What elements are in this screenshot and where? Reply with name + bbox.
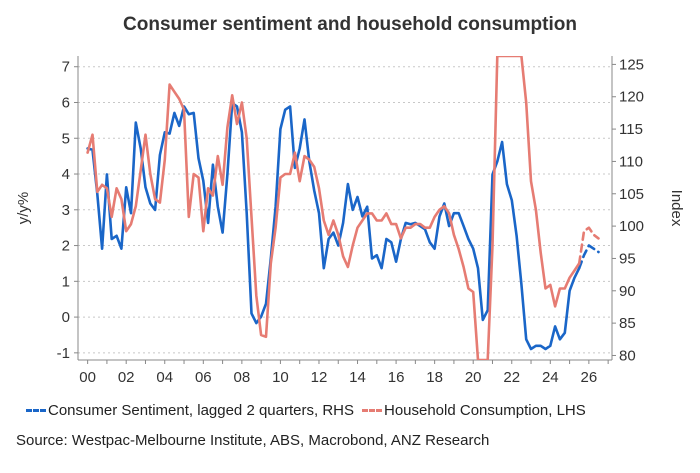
y-left-tick-label: 5 [62,130,70,147]
series-lines [86,56,600,360]
y-right-tick-label: 115 [619,121,643,138]
x-tick-label: 14 [349,369,366,386]
chart-title: Consumer sentiment and household consump… [123,14,577,35]
y-left-tick-label: 4 [62,166,70,183]
x-tick-label: 20 [465,369,482,386]
consumer-sentiment-forecast-line [577,244,600,270]
x-tick-label: 04 [156,369,173,386]
legend-label-consumer-sentiment: Consumer Sentiment, lagged 2 quarters, R… [48,402,354,419]
household-consumption-line [86,56,581,360]
legend: Consumer Sentiment, lagged 2 quarters, R… [26,402,700,419]
y-right-tick-label: 105 [619,186,644,203]
consumer-sentiment-line [86,101,581,351]
x-tick-label: 08 [234,369,251,386]
y-right-tick-label: 95 [619,250,636,267]
x-tick-label: 02 [118,369,135,386]
x-tick-label: 16 [388,369,405,386]
y-left-tick-label: 1 [62,273,70,290]
x-tick-label: 18 [426,369,443,386]
x-tick-label: 12 [311,369,328,386]
y-right-tick-label: 100 [619,218,644,235]
y-right-tick-label: 80 [619,347,636,364]
y-right-tick-label: 125 [619,56,644,73]
legend-item-household-consumption: Household Consumption, LHS [361,402,586,419]
y-axis-left-label: y/y% [15,192,32,225]
y-axis-right-label: Index [668,190,685,227]
legend-swatch-blue-icon [26,409,46,412]
x-tick-label: 26 [581,369,598,386]
y-left-tick-label: 7 [62,59,70,76]
x-tick-label: 06 [195,369,212,386]
y-left-tick-label: 0 [62,309,70,326]
y-right-tick-label: 85 [619,315,636,332]
y-left-tick-label: 2 [62,238,70,255]
source-note: Source: Westpac-Melbourne Institute, ABS… [16,432,490,449]
y-right-tick-label: 110 [619,153,643,170]
x-tick-label: 22 [503,369,520,386]
y-left-tick-label: -1 [57,345,70,362]
legend-swatch-red-icon [361,409,382,412]
y-right-tick-label: 90 [619,283,636,300]
y-left-tick-label: 6 [62,94,70,111]
x-tick-label: 10 [272,369,289,386]
x-tick-label: 00 [79,369,96,386]
y-right-tick-label: 120 [619,89,644,106]
x-tick-label: 24 [542,369,559,386]
legend-label-household-consumption: Household Consumption, LHS [383,402,586,419]
y-left-tick-label: 3 [62,202,70,219]
legend-item-consumer-sentiment: Consumer Sentiment, lagged 2 quarters, R… [26,402,354,419]
household-consumption-forecast-line [577,226,600,265]
axes [74,56,616,364]
